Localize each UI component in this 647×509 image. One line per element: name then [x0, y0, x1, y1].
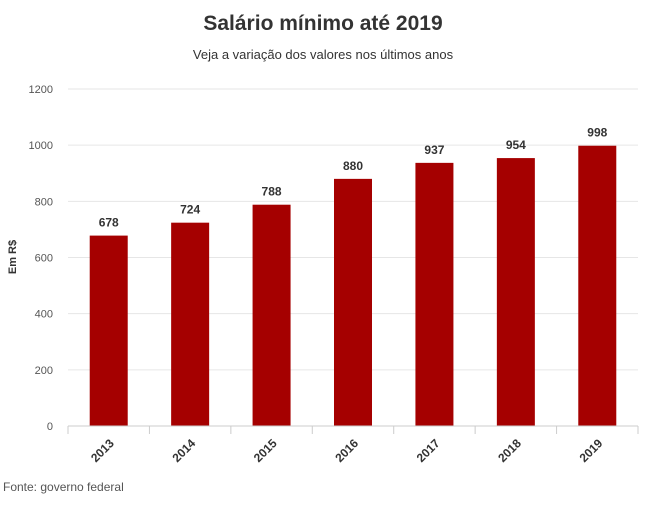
y-axis-title: Em R$ [7, 240, 19, 274]
x-tick-label: 2018 [495, 436, 524, 465]
x-tick-label: 2014 [169, 436, 198, 465]
x-tick-label: 2019 [577, 436, 606, 465]
data-label: 880 [343, 159, 363, 173]
data-label: 678 [99, 216, 119, 230]
y-tick-label: 1000 [29, 140, 53, 152]
y-tick-label: 400 [35, 309, 53, 321]
x-tick-label: 2013 [88, 436, 117, 465]
x-axis-ticks: 2013 2014 2015 2016 2017 2018 2019 [67, 426, 639, 465]
data-label: 954 [506, 138, 526, 152]
x-tick-label: 2016 [332, 436, 361, 465]
bar-2018 [496, 158, 535, 426]
x-tick-label: 2017 [414, 436, 443, 465]
source-note: Fonte: governo federal [3, 480, 124, 494]
bars [89, 145, 617, 426]
y-tick-label: 1200 [29, 84, 53, 96]
y-tick-label: 0 [47, 421, 53, 433]
data-label: 724 [180, 203, 200, 217]
bar-2013 [89, 235, 128, 426]
y-tick-label: 800 [35, 196, 53, 208]
bar-2019 [578, 145, 617, 426]
data-label: 788 [262, 185, 282, 199]
data-label: 998 [587, 126, 607, 140]
bar-2015 [252, 204, 291, 426]
chart-subtitle: Veja a variação dos valores nos últimos … [193, 47, 454, 62]
bar-2016 [334, 178, 372, 426]
y-axis-ticks: 0 200 400 600 800 1000 1200 [29, 84, 53, 433]
data-label: 937 [424, 143, 444, 157]
y-tick-label: 200 [35, 365, 53, 377]
bar-2014 [171, 222, 210, 426]
y-tick-label: 600 [35, 253, 53, 265]
chart-title: Salário mínimo até 2019 [203, 12, 442, 35]
x-tick-label: 2015 [251, 436, 280, 465]
data-labels: 678 724 788 880 937 954 998 [99, 126, 608, 230]
bar-2017 [415, 162, 454, 426]
